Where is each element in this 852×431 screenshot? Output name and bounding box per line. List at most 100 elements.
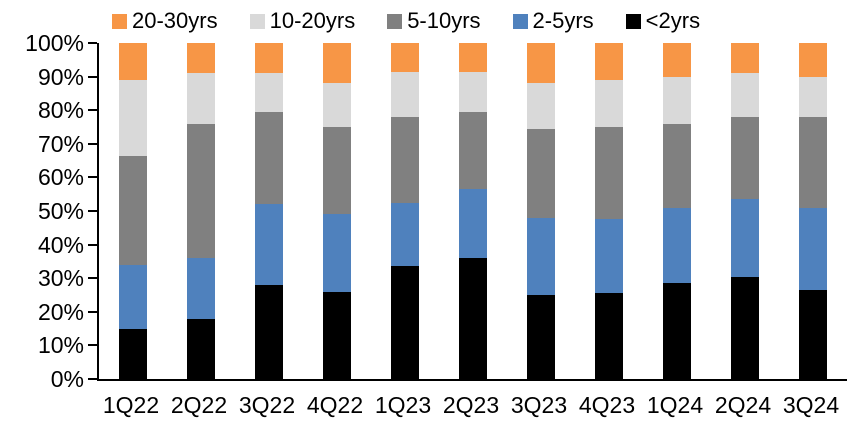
bar-segment [527,83,555,129]
bar-segment [459,71,487,112]
legend-label: 10-20yrs [269,8,356,33]
bar-segment [595,43,623,80]
y-tick-label: 30% [37,265,84,292]
bar-segment [119,155,147,265]
bar-segment [731,199,759,277]
chart-legend: 20-30yrs 10-20yrs 5-10yrs 2-5yrs <2yrs [112,8,700,34]
bar-segment [391,266,419,379]
stacked-bar [731,43,759,379]
x-tick-label: 3Q24 [782,392,840,418]
y-axis-tick [88,277,97,280]
y-tick-label: 90% [37,63,84,90]
bar-segment [799,76,827,117]
stacked-bar [595,43,623,379]
bar-segment [527,295,555,379]
legend-swatch-icon [387,13,403,29]
stacked-bar [459,43,487,379]
legend-item: 5-10yrs [387,8,481,34]
bar-segment [799,207,827,290]
legend-label: <2yrs [645,8,701,33]
bar-segment [527,128,555,218]
y-axis-tick [88,142,97,145]
bar-segment [255,111,283,205]
y-axis-tick [88,75,97,78]
bar-segment [663,123,691,208]
legend-item: <2yrs [625,8,701,34]
y-tick-label: 70% [37,130,84,157]
bar-segment [187,43,215,74]
x-axis: 1Q22 2Q22 3Q22 4Q22 1Q23 2Q23 3Q23 4Q23 1Q24 2Q24… [97,392,845,419]
bar-segment [663,207,691,284]
bar-segment [255,73,283,112]
x-tick-label: 4Q22 [306,392,364,418]
legend-label: 20-30yrs [132,8,218,33]
bar-segment [187,318,215,379]
bar-segment [527,43,555,84]
bar-segment [663,43,691,77]
bar-segment [323,43,351,84]
bar-segment [323,214,351,292]
y-axis-tick [88,109,97,112]
bar-segment [731,116,759,200]
bar-segment [595,219,623,294]
stacked-bar [799,43,827,379]
bar-segment [459,111,487,190]
bar-segment [323,83,351,128]
bar-segment [595,127,623,220]
x-tick-label: 1Q23 [374,392,432,418]
legend-label: 5-10yrs [407,8,481,33]
y-axis-tick [88,42,97,44]
legend-swatch-icon [625,13,641,29]
y-axis-tick [88,176,97,179]
bar-column-1Q24 [643,43,711,379]
bar-segment [323,291,351,379]
bar-column-4Q22 [303,43,371,379]
x-tick-label: 2Q22 [170,392,228,418]
legend-swatch-icon [512,13,528,29]
y-axis-tick [88,344,97,347]
y-tick-label: 10% [37,332,84,359]
x-tick-label: 1Q22 [102,392,160,418]
legend-label: 2-5yrs [532,8,594,33]
bar-segment [459,43,487,72]
bar-segment [391,202,419,267]
legend-item: 10-20yrs [249,8,356,34]
bar-column-3Q23 [507,43,575,379]
x-tick-label: 1Q24 [646,392,704,418]
stacked-bar [527,43,555,379]
bar-segment [187,73,215,124]
x-tick-label: 2Q23 [442,392,500,418]
y-tick-label: 100% [25,30,84,56]
y-axis-tick [88,310,97,313]
stacked-bar [391,43,419,379]
bar-segment [459,258,487,379]
y-axis-tick [88,210,97,212]
bar-column-2Q22 [167,43,235,379]
legend-item: 20-30yrs [112,8,218,34]
bar-segment [731,276,759,379]
bar-segment [595,80,623,128]
x-tick-label: 3Q22 [238,392,296,418]
bar-column-3Q24 [779,43,847,379]
stacked-bar [663,43,691,379]
legend-item: 2-5yrs [512,8,594,34]
y-tick-label: 60% [37,164,84,191]
x-tick-label: 4Q23 [578,392,636,418]
bar-segment [663,76,691,124]
stacked-bar [255,43,283,379]
bar-column-2Q23 [439,43,507,379]
bar-segment [391,116,419,203]
bar-segment [323,127,351,215]
bar-column-3Q22 [235,43,303,379]
y-tick-label: 80% [37,97,84,124]
bar-segment [663,283,691,379]
stacked-bar [119,43,147,379]
x-tick-label: 3Q23 [510,392,568,418]
bar-segment [799,289,827,379]
bar-segment [119,43,147,80]
y-tick-label: 50% [37,198,84,224]
stacked-bar [187,43,215,379]
bar-segment [799,43,827,77]
stacked-bar [323,43,351,379]
